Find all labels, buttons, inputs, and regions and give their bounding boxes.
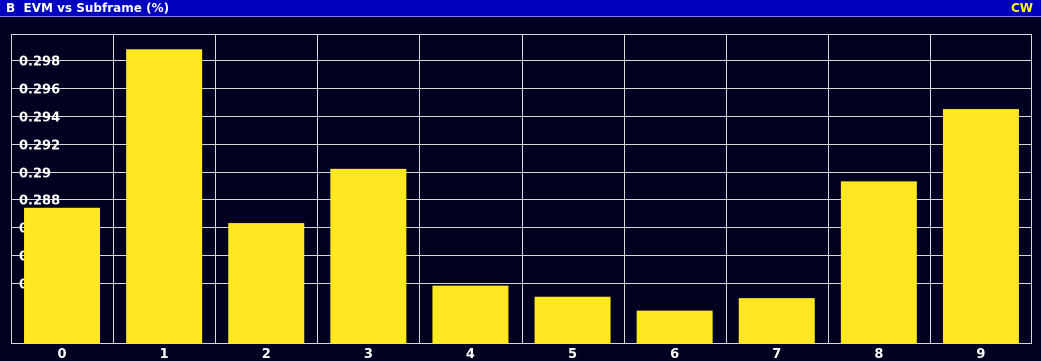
y-tick-label: 0.29 [19,167,51,182]
bar-subframe-3 [330,168,407,344]
bar-subframe-5 [534,296,611,344]
y-tick-label: 0.292 [19,139,60,154]
x-tick-label: 2 [262,347,271,361]
x-tick-label: 4 [466,347,475,361]
evm-bar-chart: 0.280.280.280.2880.290.2920.2940.2960.29… [11,34,1032,361]
bar-subframe-1 [126,49,203,345]
x-tick-label: 0 [58,347,67,361]
y-tick-label: 0.288 [19,194,60,209]
bar-subframe-4 [432,285,509,344]
y-tick-label: 0.298 [19,55,60,70]
x-tick-label: 5 [568,347,577,361]
bar-subframe-0 [24,207,101,344]
y-tick-label: 0.294 [19,111,60,126]
plot-frame [11,34,1032,344]
panel-title: B EVM vs Subframe (%) [6,1,170,15]
y-tick-label: 0.296 [19,83,60,98]
x-tick-label: 1 [160,347,169,361]
mode-indicator: CW [1010,1,1033,15]
bar-subframe-9 [942,109,1019,344]
x-tick-label: 3 [364,347,373,361]
x-tick-label: 9 [976,347,985,361]
bar-subframe-7 [738,298,815,344]
x-tick-label: 8 [874,347,883,361]
plot-area: 0.280.280.280.2880.290.2920.2940.2960.29… [0,17,1041,361]
bar-subframe-6 [636,310,713,344]
bar-subframe-8 [840,181,917,344]
bar-subframe-2 [228,223,305,344]
panel-title-bar: B EVM vs Subframe (%) CW [0,0,1041,17]
x-tick-label: 7 [772,347,781,361]
x-tick-label: 6 [670,347,679,361]
